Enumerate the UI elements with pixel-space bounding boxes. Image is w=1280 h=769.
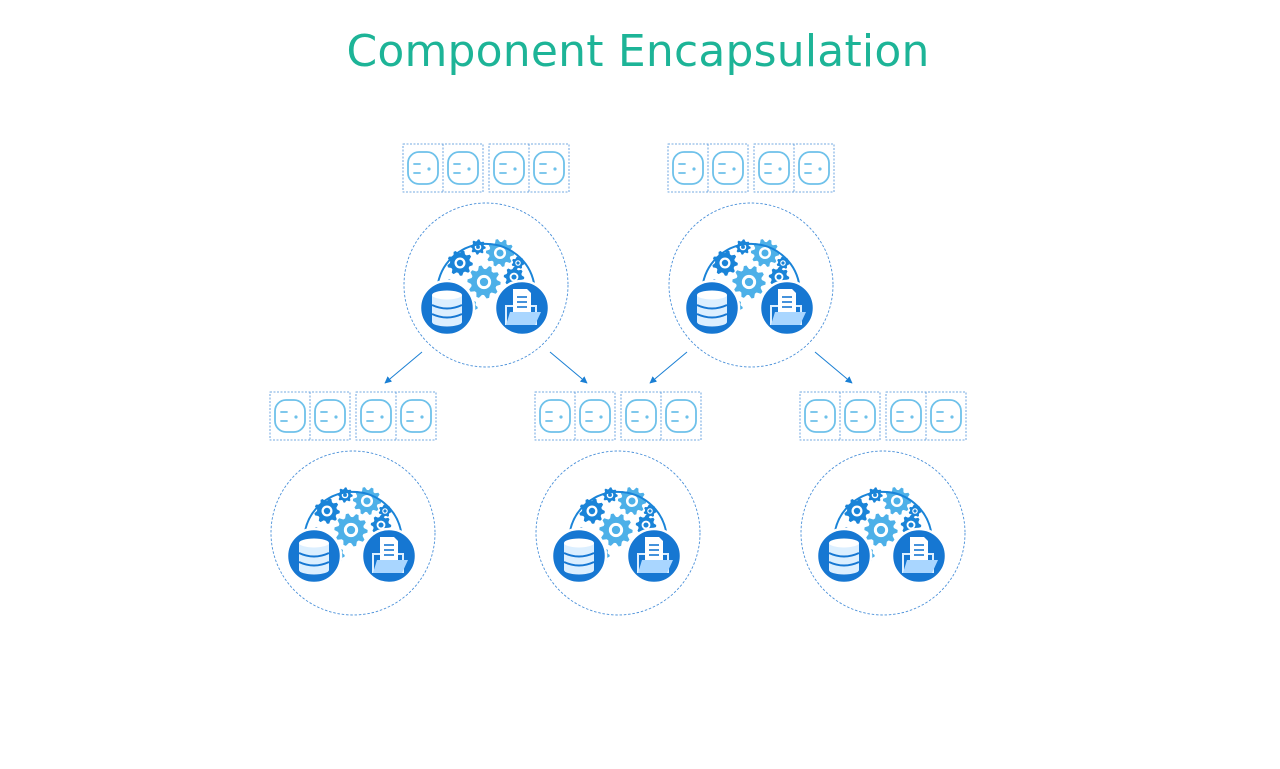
outlet-icon bbox=[758, 151, 790, 185]
outlet-icon bbox=[890, 399, 922, 433]
socket-group bbox=[667, 143, 749, 193]
outlet-icon bbox=[314, 399, 346, 433]
encapsulation-boundary bbox=[800, 450, 966, 616]
gear-icon bbox=[334, 513, 368, 547]
encapsulation-boundary bbox=[668, 202, 834, 368]
component-child-c bbox=[799, 391, 967, 616]
socket-group bbox=[355, 391, 437, 441]
connector-arrow bbox=[649, 351, 688, 384]
outlet-icon bbox=[400, 399, 432, 433]
component-parent-b bbox=[667, 143, 835, 368]
outlet-icon bbox=[447, 151, 479, 185]
gear-icon bbox=[750, 239, 780, 267]
socket-group bbox=[269, 391, 351, 441]
gear-icon bbox=[732, 265, 766, 299]
gear-icon bbox=[882, 487, 912, 515]
outlet-icon bbox=[625, 399, 657, 433]
socket-group bbox=[753, 143, 835, 193]
component-parent-a bbox=[402, 143, 570, 368]
gear-icon bbox=[467, 265, 501, 299]
database-icon bbox=[418, 279, 476, 337]
outlet-icon bbox=[407, 151, 439, 185]
gear-icon bbox=[867, 487, 883, 503]
gear-icon bbox=[470, 239, 486, 255]
component-child-a bbox=[269, 391, 437, 616]
outlet-icon bbox=[579, 399, 611, 433]
socket-group bbox=[534, 391, 616, 441]
outlet-icon bbox=[533, 151, 565, 185]
gear-icon bbox=[864, 513, 898, 547]
folder-document-icon bbox=[360, 527, 418, 585]
outlet-icon bbox=[672, 151, 704, 185]
gear-icon bbox=[337, 487, 353, 503]
folder-document-icon bbox=[625, 527, 683, 585]
folder-document-icon bbox=[890, 527, 948, 585]
gear-icon bbox=[735, 239, 751, 255]
gear-icon bbox=[617, 487, 647, 515]
gear-icon bbox=[599, 513, 633, 547]
folder-document-icon bbox=[493, 279, 551, 337]
outlet-icon bbox=[539, 399, 571, 433]
outlet-icon bbox=[274, 399, 306, 433]
folder-document-icon bbox=[758, 279, 816, 337]
outlet-icon bbox=[844, 399, 876, 433]
connector-arrow bbox=[549, 351, 588, 384]
encapsulation-boundary bbox=[535, 450, 701, 616]
outlet-icon bbox=[798, 151, 830, 185]
encapsulation-boundary bbox=[403, 202, 569, 368]
database-icon bbox=[285, 527, 343, 585]
outlet-icon bbox=[712, 151, 744, 185]
connections-layer bbox=[384, 351, 853, 384]
outlet-icon bbox=[665, 399, 697, 433]
database-icon bbox=[550, 527, 608, 585]
encapsulation-boundary bbox=[270, 450, 436, 616]
socket-group bbox=[799, 391, 881, 441]
database-icon bbox=[683, 279, 741, 337]
outlet-icon bbox=[804, 399, 836, 433]
outlet-icon bbox=[493, 151, 525, 185]
component-child-b bbox=[534, 391, 702, 616]
gear-icon bbox=[485, 239, 515, 267]
connector-arrow bbox=[384, 351, 423, 384]
gear-icon bbox=[602, 487, 618, 503]
socket-group bbox=[620, 391, 702, 441]
database-icon bbox=[815, 527, 873, 585]
socket-group bbox=[885, 391, 967, 441]
page-title: Component Encapsulation bbox=[346, 26, 930, 77]
components-layer bbox=[269, 143, 967, 616]
socket-group bbox=[402, 143, 484, 193]
connector-arrow bbox=[814, 351, 853, 384]
socket-group bbox=[488, 143, 570, 193]
gear-icon bbox=[352, 487, 382, 515]
outlet-icon bbox=[360, 399, 392, 433]
outlet-icon bbox=[930, 399, 962, 433]
